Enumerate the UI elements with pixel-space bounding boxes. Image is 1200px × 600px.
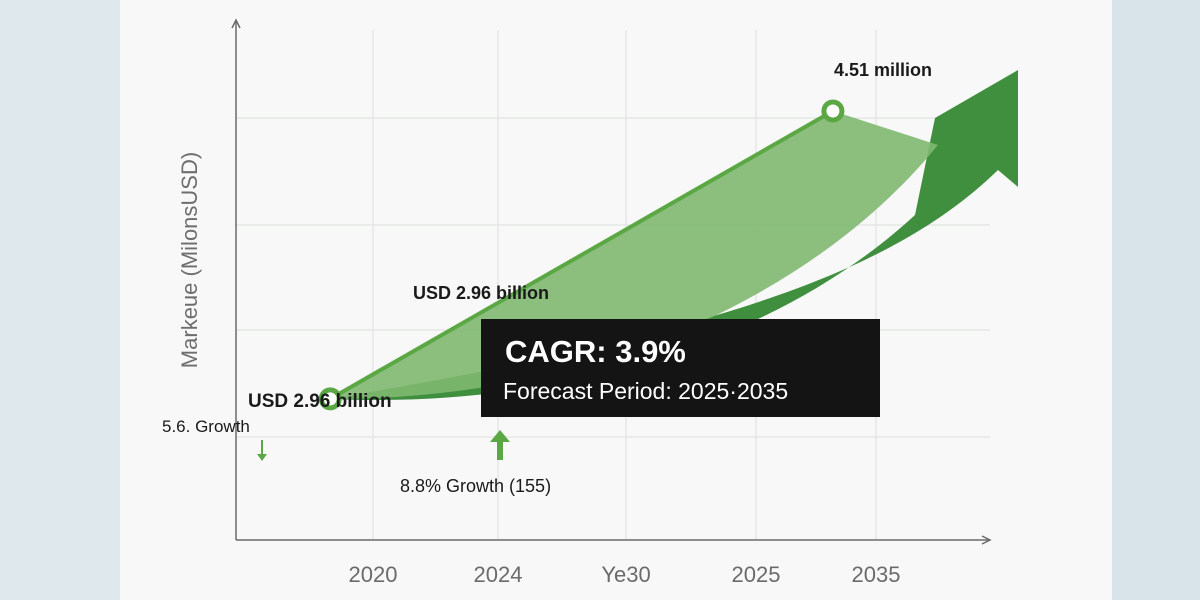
bottom-growth-label: 8.8% Growth (155): [400, 476, 552, 496]
end-value-label: 4.51 million: [834, 60, 933, 80]
x-tick-label: 2035: [851, 562, 901, 587]
background-right-panel: [1112, 0, 1200, 600]
series-line: [329, 109, 834, 401]
x-tick-label: 2020: [348, 562, 398, 587]
x-tick-label: 2024: [473, 562, 523, 587]
start-growth-label: 5.6. Growth: [162, 417, 250, 436]
mid-value-label: USD 2.96 billion: [413, 283, 550, 303]
start-marker: [318, 387, 342, 411]
y-axis-label: Markeue (MilonsUSD): [177, 151, 202, 369]
end-marker: [821, 99, 845, 123]
start-pointer-head: [257, 454, 267, 461]
forecast-period-label: Forecast Period: 2025·2035: [503, 378, 789, 404]
cagr-callout-box: CAGR: 3.9% Forecast Period: 2025·2035: [481, 319, 880, 417]
x-tick-label: 2025: [731, 562, 781, 587]
background-left-panel: [0, 0, 120, 600]
x-tick-label: Ye30: [601, 562, 651, 587]
growth-up-arrow-head: [490, 430, 510, 442]
start-value-label: USD 2.96 billion: [248, 391, 392, 412]
growth-up-arrow-shaft: [497, 440, 503, 460]
x-axis-arrowhead: [981, 535, 992, 545]
y-axis-arrowhead: [231, 18, 241, 29]
cagr-title: CAGR: 3.9%: [505, 334, 686, 369]
